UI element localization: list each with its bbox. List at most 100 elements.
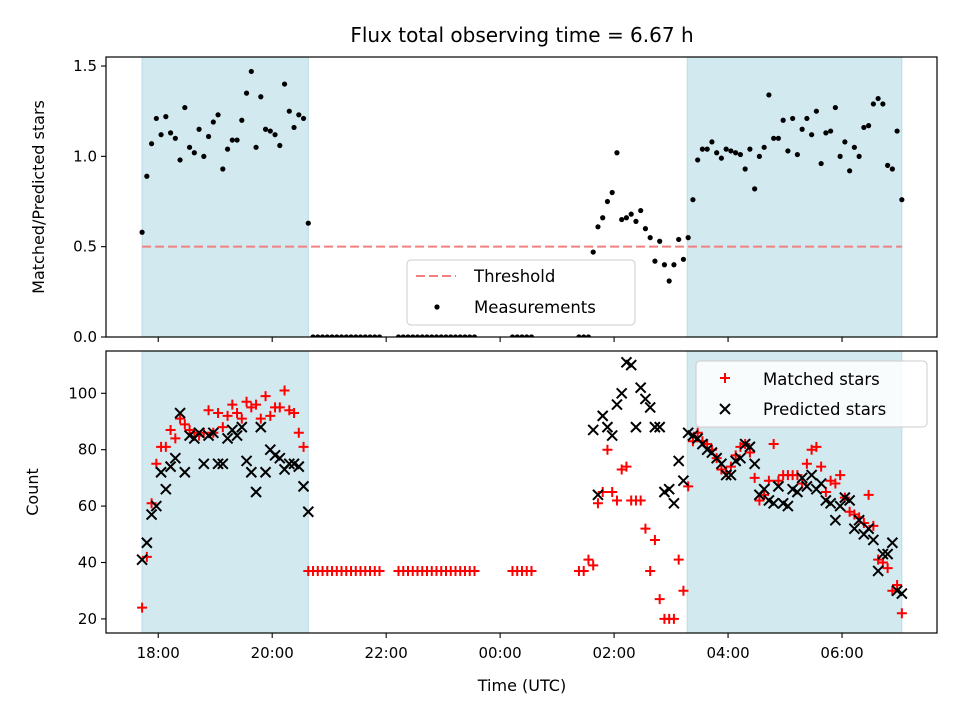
- measurement-point: [714, 150, 720, 156]
- predicted-star-point: [240, 455, 253, 467]
- predicted-star-point: [791, 486, 804, 498]
- x-tick-label: 04:00: [706, 644, 749, 662]
- top-legend-box: [406, 259, 636, 326]
- measurement-point: [239, 117, 245, 123]
- legend-predicted-label: Predicted stars: [763, 400, 886, 419]
- measurement-point: [514, 334, 520, 337]
- measurement-point: [182, 104, 188, 111]
- predicted-star-point: [782, 500, 794, 512]
- measurement-point: [262, 126, 269, 132]
- measurement-point: [794, 151, 800, 158]
- predicted-star-point: [136, 553, 148, 566]
- measurement-point: [604, 198, 611, 205]
- measurement-point: [828, 128, 834, 134]
- measurement-point: [362, 334, 368, 337]
- matched-star-point: [773, 475, 784, 486]
- measurement-point: [429, 334, 435, 337]
- measurement-point: [367, 334, 373, 337]
- x-tick-label: 20:00: [251, 644, 294, 662]
- predicted-star-point: [587, 424, 599, 436]
- predicted-star-point: [250, 486, 262, 498]
- measurement-point: [424, 334, 430, 337]
- measurement-point: [139, 229, 145, 235]
- matched-star-point: [588, 560, 599, 571]
- predicted-star-point: [758, 483, 770, 495]
- measurement-point: [462, 334, 468, 337]
- matched-star-point: [654, 594, 665, 605]
- matched-star-point: [165, 424, 176, 435]
- measurement-point: [623, 215, 630, 221]
- predicted-star-point: [815, 477, 827, 490]
- predicted-star-point: [145, 508, 158, 521]
- measurement-point: [676, 236, 682, 243]
- predicted-star-point: [881, 548, 894, 560]
- predicted-star-point: [744, 441, 756, 453]
- predicted-star-point: [193, 427, 205, 439]
- matched-star-point: [160, 441, 171, 452]
- predicted-star-point: [801, 480, 813, 493]
- matched-star-point: [222, 410, 233, 421]
- matched-star-point: [759, 489, 770, 500]
- predicted-star-point: [601, 421, 614, 433]
- predicted-star-point: [805, 469, 818, 481]
- measurement-point: [471, 334, 478, 337]
- matched-star-point: [749, 472, 760, 483]
- predicted-star-point: [207, 427, 220, 439]
- predicted-star-point: [283, 458, 296, 470]
- matched-star-point: [179, 419, 190, 430]
- measurement-point: [581, 334, 587, 337]
- predicted-star-point: [221, 432, 234, 445]
- matched-star-point: [830, 478, 841, 489]
- predicted-star-point: [848, 522, 861, 535]
- predicted-star-point: [886, 537, 899, 549]
- measurement-point: [234, 137, 240, 143]
- predicted-star-point: [715, 458, 728, 470]
- measurement-point: [334, 334, 340, 337]
- top-panel: 0.0 0.5 1.0 1.5 Threshold Measurements: [73, 56, 938, 346]
- measurement-point: [657, 238, 663, 244]
- legend-measurements-swatch: [434, 304, 440, 310]
- legend-matched-swatch: [720, 373, 730, 383]
- bottom-y-tick-label: 80: [78, 441, 97, 459]
- measurement-point: [281, 81, 288, 87]
- measurement-point: [809, 132, 815, 138]
- bottom-y-axis-label: Count: [23, 468, 42, 516]
- measurement-point: [790, 115, 796, 122]
- bottom-panel: 20 40 60 80 100 18:00 20:00 22:00 00:00 02:00 04:0…: [68, 350, 938, 662]
- predicted-star-point: [245, 466, 258, 478]
- matched-star-point: [213, 408, 224, 419]
- bottom-legend-box: [695, 360, 928, 428]
- predicted-star-point: [896, 587, 908, 600]
- measurement-point: [666, 278, 672, 284]
- measurement-point: [723, 146, 729, 152]
- measurement-point: [443, 334, 449, 337]
- measurement-point: [410, 334, 416, 337]
- predicted-star-point: [672, 455, 685, 467]
- measurement-point: [167, 130, 174, 136]
- predicted-star-point: [255, 421, 267, 433]
- measurement-point: [647, 235, 653, 241]
- measurement-point: [210, 119, 216, 125]
- top-shaded-interval-2: [686, 57, 903, 337]
- measurement-point: [229, 137, 235, 143]
- predicted-star-point: [843, 494, 856, 507]
- measurement-point: [851, 144, 857, 150]
- matched-star-point: [583, 554, 594, 565]
- measurement-point: [376, 334, 383, 337]
- measurement-point: [348, 334, 354, 337]
- measurement-point: [419, 334, 425, 337]
- bottom-legend: Matched stars Predicted stars: [695, 360, 928, 428]
- measurement-point: [300, 115, 307, 122]
- predicted-star-point: [302, 506, 314, 518]
- measurement-point: [158, 132, 164, 138]
- measurement-point: [842, 139, 848, 145]
- predicted-star-point: [725, 469, 737, 481]
- matched-star-point: [768, 439, 779, 450]
- predicted-star-point: [606, 429, 618, 442]
- measurement-point: [177, 157, 183, 163]
- measurement-point: [315, 334, 321, 337]
- predicted-star-point: [592, 489, 604, 501]
- predicted-star-point: [867, 534, 880, 546]
- measurement-point: [832, 104, 838, 111]
- bottom-axes-frame: [105, 350, 938, 634]
